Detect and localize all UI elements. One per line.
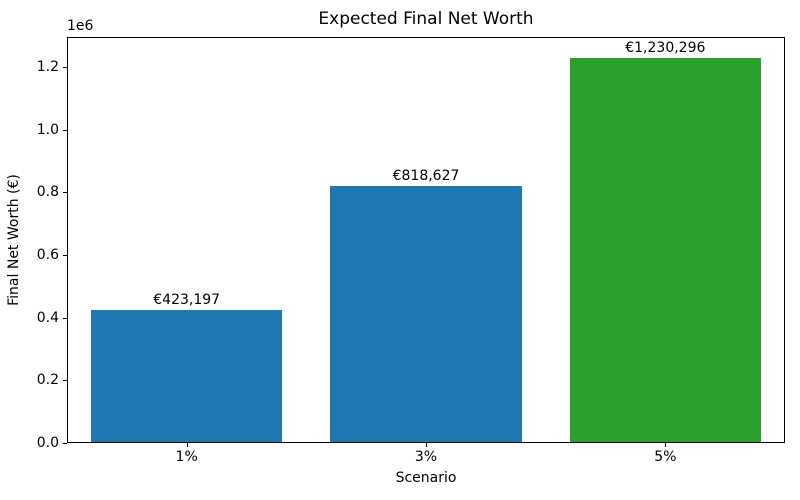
y-tick-mark (63, 67, 67, 68)
bar-5% (569, 57, 762, 442)
bar-3% (330, 186, 522, 442)
y-tick-label: 0.8 (36, 184, 59, 201)
y-axis-offset-text: 1e6 (67, 18, 94, 34)
y-tick-label: 0.2 (36, 372, 59, 389)
x-tick-mark (426, 443, 427, 447)
x-tick-label: 5% (654, 449, 677, 465)
y-tick-mark (63, 443, 67, 444)
bar-value-label: €818,627 (392, 168, 460, 185)
y-tick-label: 0.4 (36, 309, 59, 326)
bar-value-label: €1,230,296 (625, 39, 706, 56)
y-tick-mark (63, 317, 67, 319)
y-tick-label: 1.2 (36, 59, 59, 75)
bar-value-label: €423,197 (153, 292, 221, 309)
x-tick-mark (665, 443, 667, 447)
bar-1% (90, 310, 283, 442)
x-axis-label: Scenario (395, 470, 457, 486)
x-tick-label: 1% (175, 449, 198, 465)
x-tick-mark (186, 443, 188, 447)
y-tick-mark (63, 255, 67, 256)
y-tick-label: 0.6 (36, 247, 59, 263)
y-tick-mark (63, 192, 67, 194)
y-tick-mark (63, 129, 67, 131)
y-tick-mark (63, 380, 67, 382)
y-tick-label: 1.0 (36, 121, 59, 138)
x-tick-label: 3% (414, 449, 438, 465)
chart-title: Expected Final Net Worth (318, 9, 534, 29)
y-tick-label: 0.0 (36, 435, 59, 451)
